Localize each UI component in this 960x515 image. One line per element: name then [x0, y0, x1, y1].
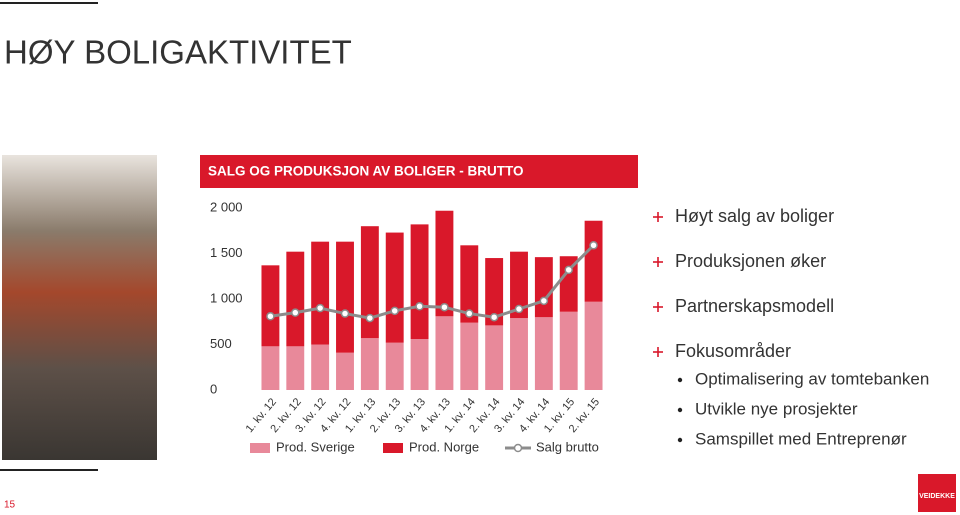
- line-marker: [390, 306, 399, 316]
- bar: [510, 318, 528, 390]
- line-marker: [415, 302, 424, 311]
- bar: [534, 317, 553, 390]
- legend-swatch: [383, 443, 403, 453]
- sub-bullet-dot: [677, 377, 683, 383]
- bullet-text: Partnerskapsmodell: [675, 296, 834, 316]
- legend-swatch: [250, 443, 270, 453]
- bar: [485, 325, 504, 390]
- line-marker: [440, 302, 449, 312]
- y-tick-label: 1 000: [210, 290, 243, 305]
- y-tick-label: 0: [210, 381, 217, 396]
- bar: [559, 256, 578, 312]
- chart-header: [200, 155, 638, 188]
- legend-swatch: [513, 443, 523, 453]
- bar: [336, 352, 354, 390]
- bullet-text: Produksjonen øker: [675, 251, 826, 271]
- bar: [360, 226, 379, 339]
- sub-bullet-text: Optimalisering av tomtebanken: [695, 369, 929, 388]
- logo: [918, 474, 956, 512]
- bar: [410, 224, 429, 340]
- line-marker: [315, 303, 325, 313]
- bar: [435, 210, 454, 317]
- bar: [435, 316, 454, 390]
- sub-bullet-text: Samspillet med Entreprenør: [695, 429, 907, 448]
- line-marker: [514, 304, 524, 314]
- line-marker: [340, 309, 350, 318]
- line-marker: [266, 312, 275, 321]
- sub-bullet-dot: [677, 437, 683, 443]
- legend-label: Prod. Sverige: [276, 439, 355, 454]
- slide-title: HØY BOLIGAKTIVITET: [4, 34, 352, 71]
- bar: [261, 265, 280, 347]
- bar: [410, 339, 429, 390]
- line-marker: [465, 309, 474, 318]
- bar: [385, 342, 404, 390]
- y-tick-label: 2 000: [210, 199, 243, 214]
- bar: [534, 257, 553, 318]
- page-number: 15: [4, 500, 16, 511]
- sub-bullet-dot: [677, 407, 683, 413]
- bar: [460, 245, 479, 323]
- bullet-text: Fokusområder: [675, 341, 791, 361]
- line-marker: [564, 265, 573, 275]
- line-marker: [589, 241, 598, 250]
- bar: [261, 346, 280, 390]
- bar: [485, 258, 504, 326]
- bar: [385, 232, 404, 343]
- bar: [286, 251, 305, 347]
- bar: [559, 311, 578, 390]
- photo: [2, 155, 157, 460]
- bar: [311, 241, 330, 345]
- sub-bullet-text: Utvikle nye prosjekter: [695, 399, 858, 418]
- bar: [286, 346, 305, 390]
- bar: [584, 301, 603, 390]
- legend-label: Salg brutto: [536, 439, 599, 454]
- y-tick-label: 500: [210, 336, 232, 351]
- line-marker: [489, 312, 499, 322]
- bar: [510, 251, 528, 319]
- bar: [336, 241, 354, 353]
- line-marker: [365, 313, 375, 323]
- chart-title: SALG OG PRODUKSJON AV BOLIGER - BRUTTO: [208, 164, 524, 179]
- bar: [460, 322, 479, 390]
- legend-label: Prod. Norge: [409, 439, 479, 454]
- line-marker: [291, 308, 300, 317]
- y-tick-label: 1 500: [210, 245, 243, 260]
- bar: [584, 220, 603, 302]
- bar: [360, 338, 379, 390]
- logo-text: VEIDEKKE: [919, 493, 955, 500]
- line-marker: [539, 296, 549, 306]
- bullet-text: Høyt salg av boliger: [675, 206, 834, 226]
- bar: [311, 344, 330, 390]
